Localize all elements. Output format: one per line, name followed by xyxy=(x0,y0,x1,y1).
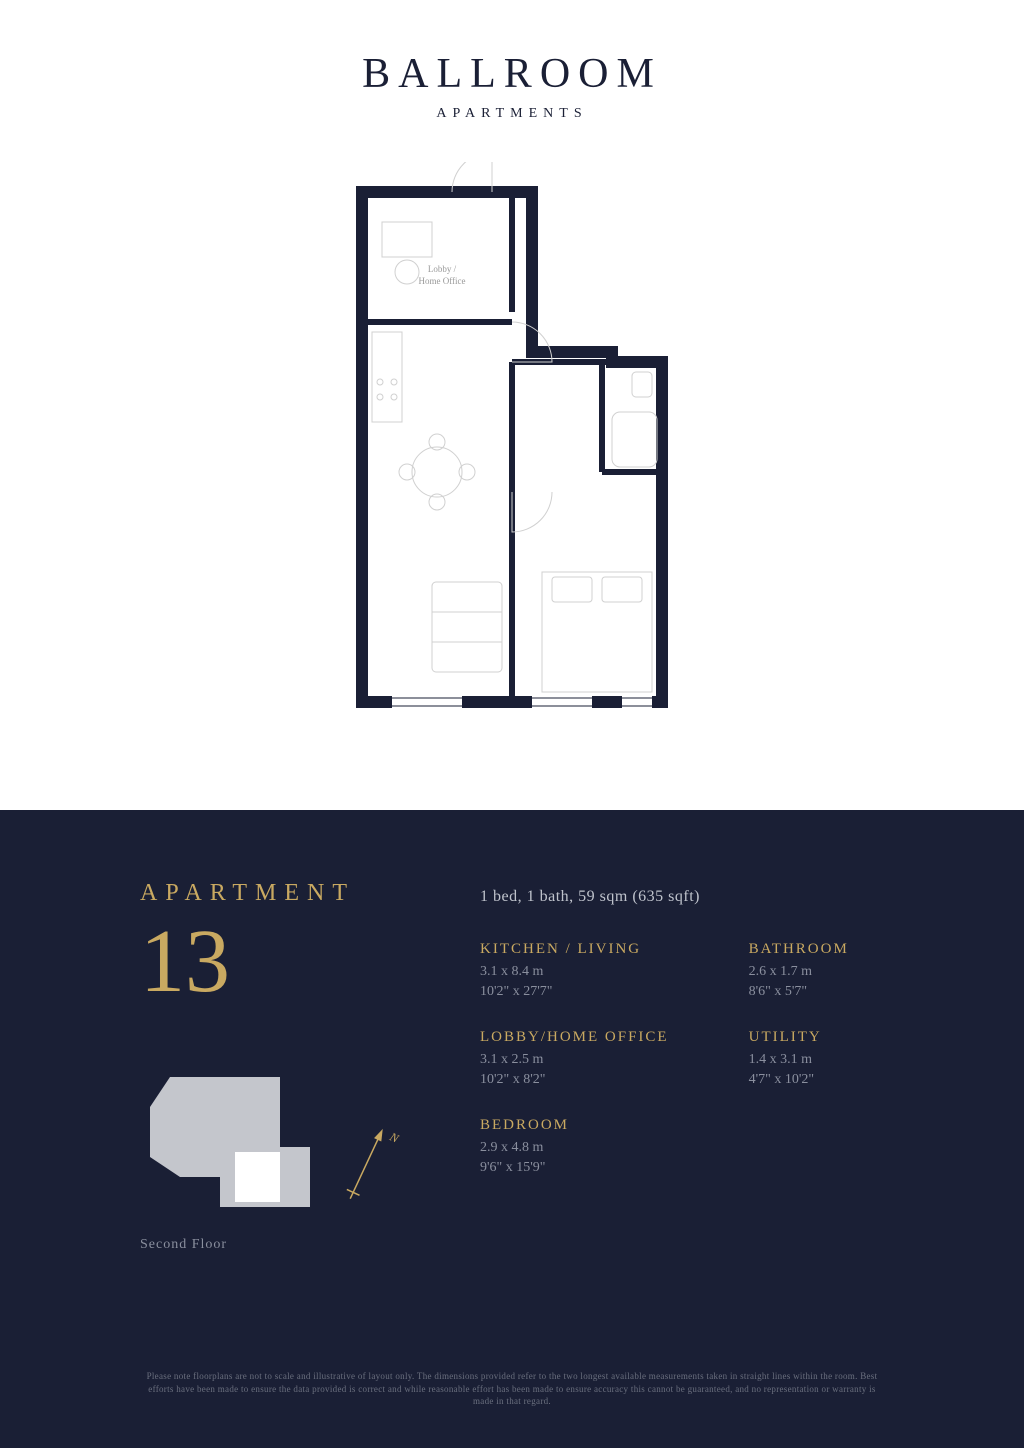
apartment-summary: 1 bed, 1 bath, 59 sqm (635 sqft) xyxy=(480,888,884,906)
room-imperial: 4'7" x 10'2" xyxy=(749,1070,849,1090)
rooms-column-1: KITCHEN / LIVING 3.1 x 8.4 m10'2" x 27'7"… xyxy=(480,941,669,1178)
svg-text:N: N xyxy=(387,1129,400,1146)
room-name: BATHROOM xyxy=(749,941,849,958)
svg-text:Home Office: Home Office xyxy=(418,276,465,286)
floor-label: Second Floor xyxy=(140,1237,420,1253)
bottom-section: APARTMENT 13 N Second Floor 1 bed, 1 bat… xyxy=(0,810,1024,1448)
brand-subtitle: APARTMENTS xyxy=(436,106,587,122)
room-name: LOBBY/HOME OFFICE xyxy=(480,1029,669,1046)
room-metric: 2.9 x 4.8 m xyxy=(480,1138,669,1158)
room-block: BEDROOM 2.9 x 4.8 m9'6" x 15'9" xyxy=(480,1117,669,1177)
room-imperial: 8'6" x 5'7" xyxy=(749,982,849,1002)
room-metric: 1.4 x 3.1 m xyxy=(749,1050,849,1070)
room-imperial: 9'6" x 15'9" xyxy=(480,1158,669,1178)
room-name: UTILITY xyxy=(749,1029,849,1046)
room-block: UTILITY 1.4 x 3.1 m4'7" x 10'2" xyxy=(749,1029,849,1089)
room-name: BEDROOM xyxy=(480,1117,669,1134)
compass-icon: N xyxy=(330,1117,400,1217)
room-metric: 3.1 x 8.4 m xyxy=(480,962,669,982)
locator-map: N xyxy=(140,1047,340,1227)
room-block: KITCHEN / LIVING 3.1 x 8.4 m10'2" x 27'7" xyxy=(480,941,669,1001)
floorplan-diagram: Lobby / Home Office xyxy=(332,162,692,722)
brand-title: BALLROOM xyxy=(362,50,662,98)
room-metric: 2.6 x 1.7 m xyxy=(749,962,849,982)
room-imperial: 10'2" x 8'2" xyxy=(480,1070,669,1090)
room-block: BATHROOM 2.6 x 1.7 m8'6" x 5'7" xyxy=(749,941,849,1001)
disclaimer-text: Please note floorplans are not to scale … xyxy=(140,1370,884,1408)
apartment-identity: APARTMENT 13 N Second Floor xyxy=(140,880,420,1253)
top-section: BALLROOM APARTMENTS Lobby / Home Office xyxy=(0,0,1024,810)
rooms-column-2: BATHROOM 2.6 x 1.7 m8'6" x 5'7" UTILITY 1.4… xyxy=(749,941,849,1178)
svg-text:Lobby /: Lobby / xyxy=(428,264,457,274)
room-imperial: 10'2" x 27'7" xyxy=(480,982,669,1002)
apartment-label: APARTMENT xyxy=(140,880,420,907)
room-name: KITCHEN / LIVING xyxy=(480,941,669,958)
apartment-details: 1 bed, 1 bath, 59 sqm (635 sqft) KITCHEN… xyxy=(480,880,884,1253)
room-metric: 3.1 x 2.5 m xyxy=(480,1050,669,1070)
room-block: LOBBY/HOME OFFICE 3.1 x 2.5 m10'2" x 8'2" xyxy=(480,1029,669,1089)
apartment-number: 13 xyxy=(140,917,420,1007)
